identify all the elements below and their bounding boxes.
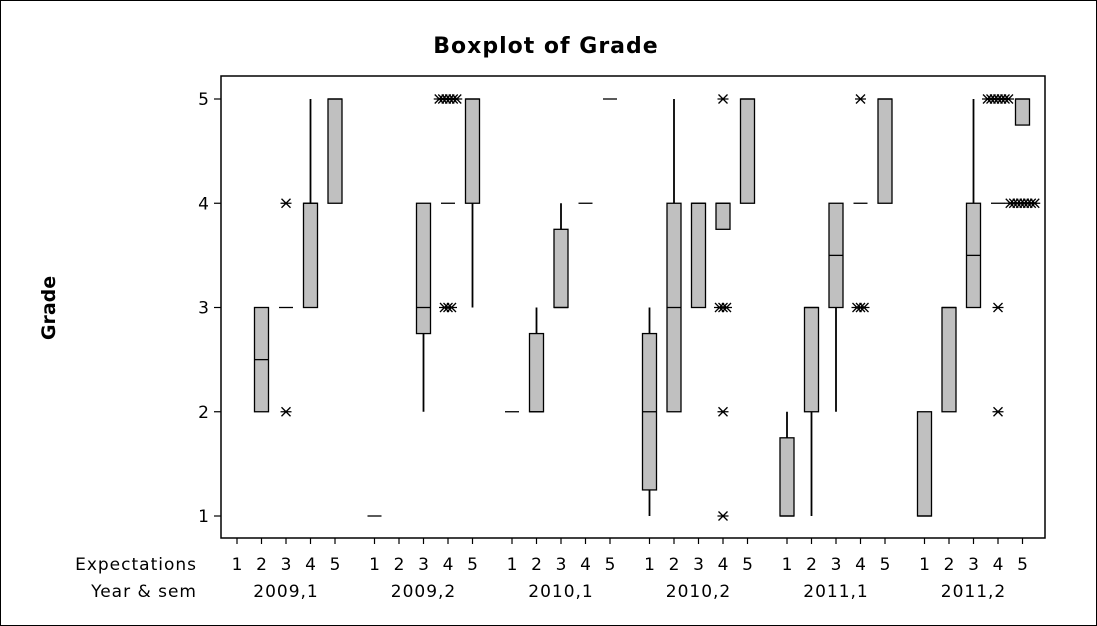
- box: [464, 98, 481, 204]
- x-tick-label-expectation: 4: [855, 555, 866, 575]
- box: [1014, 98, 1031, 126]
- box: [690, 202, 707, 309]
- box: [877, 98, 893, 204]
- outlier-point: [1029, 198, 1041, 209]
- outlier-point: [446, 302, 457, 313]
- y-tick-label: 3: [198, 299, 209, 319]
- x-tick-label-expectation: 4: [305, 555, 316, 575]
- box: [302, 202, 319, 309]
- x-row-label-year-sem: Year & sem: [90, 582, 197, 602]
- x-tick-label-expectation: 2: [531, 555, 542, 575]
- x-tick-label-expectation: 1: [507, 555, 518, 575]
- x-group-label: 2009,2: [391, 582, 456, 602]
- outlier-point: [451, 94, 463, 104]
- y-tick-label: 2: [198, 403, 209, 423]
- x-tick-label-expectation: 2: [394, 555, 405, 575]
- x-tick-label-expectation: 5: [330, 555, 341, 575]
- y-tick-label: 4: [198, 194, 209, 214]
- box: [779, 437, 795, 517]
- x-tick-label-expectation: 4: [443, 555, 454, 575]
- x-tick-label-expectation: 2: [944, 555, 955, 575]
- chart-title: Boxplot of Grade: [433, 34, 658, 59]
- outlier-point: [717, 511, 729, 521]
- x-group-label: 2009,1: [253, 582, 318, 602]
- x-tick-label-expectation: 1: [369, 555, 380, 575]
- box: [739, 98, 756, 204]
- x-tick-label-expectation: 5: [605, 555, 616, 575]
- x-group-label: 2011,2: [941, 582, 1006, 602]
- outlier-point: [858, 302, 870, 313]
- x-tick-label-expectation: 1: [919, 555, 930, 575]
- x-tick-label-expectation: 5: [467, 555, 478, 575]
- box: [415, 202, 432, 335]
- box: [715, 202, 731, 230]
- outlier-point: [855, 94, 866, 104]
- x-group-label: 2010,1: [528, 582, 593, 602]
- outlier-point: [992, 302, 1004, 313]
- box: [528, 332, 545, 413]
- y-tick-label: 5: [198, 90, 209, 110]
- outlier-point: [717, 94, 729, 104]
- x-tick-label-expectation: 4: [718, 555, 729, 575]
- box: [327, 98, 343, 204]
- x-tick-label-expectation: 2: [806, 555, 817, 575]
- x-tick-label-expectation: 1: [782, 555, 793, 575]
- outlier-point: [280, 406, 292, 417]
- x-tick-label-expectation: 1: [644, 555, 655, 575]
- outlier-point: [992, 406, 1004, 417]
- x-tick-label-expectation: 3: [556, 555, 567, 575]
- x-tick-label-expectation: 3: [418, 555, 429, 575]
- x-tick-label-expectation: 3: [968, 555, 979, 575]
- x-tick-label-expectation: 1: [232, 555, 243, 575]
- x-tick-label-expectation: 5: [1017, 555, 1028, 575]
- outlier-point: [1003, 94, 1014, 104]
- x-tick-label-expectation: 4: [993, 555, 1004, 575]
- box: [803, 306, 820, 413]
- x-tick-label-expectation: 2: [256, 555, 267, 575]
- x-group-label: 2010,2: [666, 582, 731, 602]
- x-tick-label-expectation: 3: [281, 555, 292, 575]
- x-group-label: 2011,1: [803, 582, 868, 602]
- box: [941, 306, 957, 413]
- x-tick-label-expectation: 2: [669, 555, 680, 575]
- x-tick-label-expectation: 5: [742, 555, 753, 575]
- outlier-point: [721, 302, 732, 313]
- outlier-point: [280, 198, 292, 209]
- box: [916, 411, 933, 517]
- x-row-label-expectations: Expectations: [75, 555, 197, 575]
- x-tick-label-expectation: 3: [831, 555, 842, 575]
- x-tick-label-expectation: 5: [880, 555, 891, 575]
- y-tick-label: 1: [198, 507, 209, 527]
- box: [553, 228, 569, 309]
- outlier-point: [717, 406, 729, 417]
- x-tick-label-expectation: 4: [580, 555, 591, 575]
- y-axis-label: Grade: [38, 276, 60, 340]
- x-tick-label-expectation: 3: [693, 555, 704, 575]
